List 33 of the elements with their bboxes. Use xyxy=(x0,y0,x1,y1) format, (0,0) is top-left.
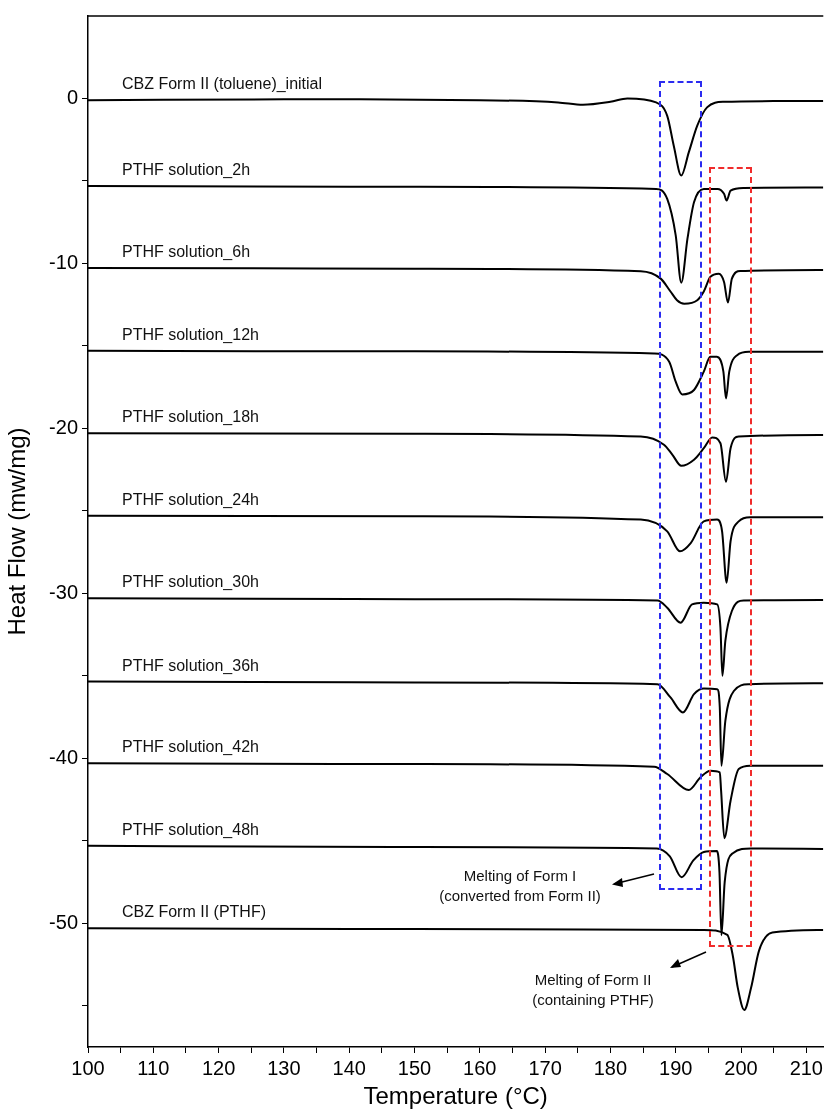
annotation: Melting of Form II (containing PTHF) xyxy=(532,970,654,1010)
x-tick-label: 170 xyxy=(528,1056,562,1079)
series-label: PTHF solution_48h xyxy=(122,820,259,839)
series-label: CBZ Form II (toluene)_initial xyxy=(122,75,323,94)
y-tick-label: -50 xyxy=(49,910,78,933)
x-tick-label: 180 xyxy=(593,1056,628,1079)
x-tick-label: 100 xyxy=(71,1056,105,1079)
x-tick-label: 110 xyxy=(137,1056,170,1079)
series-label: CBZ Form II (PTHF) xyxy=(122,903,266,921)
y-tick-label: -10 xyxy=(49,250,78,273)
x-tick-label: 140 xyxy=(332,1056,366,1079)
y-tick-label: -30 xyxy=(49,580,78,603)
x-tick-label: 200 xyxy=(724,1056,758,1079)
x-tick-label: 150 xyxy=(397,1056,432,1079)
y-tick-label: -40 xyxy=(49,745,78,768)
y-tick-label: -20 xyxy=(49,415,78,438)
series-label: PTHF solution_2h xyxy=(122,160,251,179)
x-tick-label: 210 xyxy=(789,1056,823,1079)
x-tick-label: 160 xyxy=(463,1056,497,1079)
y-tick-label: 0 xyxy=(66,86,78,108)
series-label: PTHF solution_42h xyxy=(122,738,259,757)
series-label: PTHF solution_18h xyxy=(122,408,259,427)
series-label: PTHF solution_36h xyxy=(122,656,259,675)
annotation: Melting of Form I (converted from Form II) xyxy=(439,866,601,906)
x-tick-label: 130 xyxy=(267,1056,301,1079)
series-label: PTHF solution_6h xyxy=(122,242,251,261)
y-axis-title: Heat Flow (mw/mg) xyxy=(3,427,31,636)
series-label: PTHF solution_24h xyxy=(122,490,259,509)
series-label: PTHF solution_30h xyxy=(122,573,259,592)
x-tick-label: 120 xyxy=(201,1056,236,1079)
x-tick-label: 190 xyxy=(659,1056,693,1079)
x-axis-title: Temperature (°C) xyxy=(363,1082,548,1110)
series-label: PTHF solution_12h xyxy=(122,325,259,344)
